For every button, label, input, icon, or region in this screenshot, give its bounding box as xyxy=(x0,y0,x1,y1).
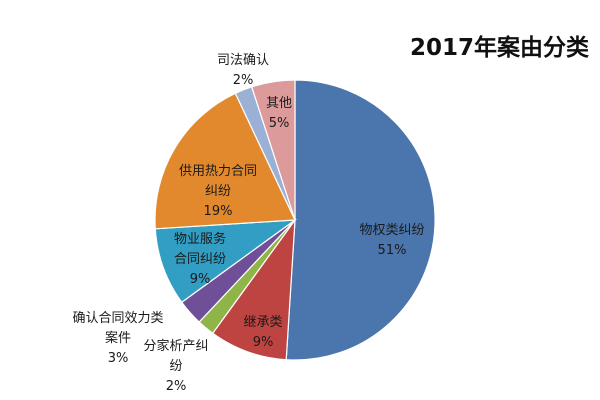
slice-value-label: 2% xyxy=(233,73,254,88)
slice-label-2: 继承类 9% xyxy=(243,315,282,350)
slice-label-4: 确认合同效力类案件 3% xyxy=(72,311,163,366)
slice-labels: 物权类纠纷 51% 继承类 9% 分家析产纠纷 2% 确认合同效力类案件 3% 物业服务合同纠纷… xyxy=(72,53,424,394)
slice-name-label: 纷 xyxy=(169,359,182,374)
slice-value-label: 19% xyxy=(204,204,233,219)
slice-value-label: 3% xyxy=(108,351,129,366)
slice-name-label: 纠纷 xyxy=(205,184,231,199)
slice-name-label: 其他 xyxy=(266,96,292,111)
slice-label-6: 供用热力合同纠纷 19% xyxy=(179,164,257,219)
pie-slice-8 xyxy=(250,79,296,221)
slice-value-label: 2% xyxy=(166,379,187,394)
pie-slice-2 xyxy=(211,217,296,361)
slice-name-label: 供用热力合同 xyxy=(179,164,257,179)
pie-slice-5 xyxy=(154,219,298,304)
slice-value-label: 51% xyxy=(378,243,407,258)
pie-slice-1 xyxy=(285,79,436,361)
slice-name-label: 物业服务 xyxy=(174,231,226,247)
slice-label-7: 司法确认 2% xyxy=(217,53,269,88)
slice-value-label: 9% xyxy=(253,335,274,350)
slice-label-5: 物业服务合同纠纷 9% xyxy=(174,231,226,287)
slice-name-label: 物权类纠纷 xyxy=(359,222,424,238)
slice-name-label: 确认合同效力类 xyxy=(72,311,163,326)
slice-name-label: 继承类 xyxy=(243,315,282,330)
slice-name-label: 案件 xyxy=(105,331,131,346)
slice-label-1: 物权类纠纷 51% xyxy=(359,222,424,258)
slice-value-label: 5% xyxy=(269,116,290,131)
chart-title: 2017年案由分类 xyxy=(410,35,590,61)
slice-label-3: 分家析产纠纷 2% xyxy=(143,338,208,394)
slice-value-label: 9% xyxy=(190,272,211,287)
slice-name-label: 合同纠纷 xyxy=(174,252,226,267)
slice-label-8: 其他 5% xyxy=(266,96,292,131)
pie-slices xyxy=(154,79,436,361)
slice-name-label: 司法确认 xyxy=(217,53,269,68)
pie-slice-6 xyxy=(154,92,296,230)
slice-name-label: 分家析产纠 xyxy=(143,338,208,354)
